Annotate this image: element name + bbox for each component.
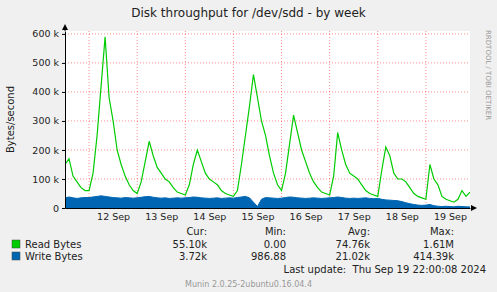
x-tick-label: 18 Sep (386, 211, 419, 222)
y-tick: 200 k (32, 145, 65, 156)
legend-entry: Write Bytes (25, 251, 83, 262)
grid (65, 31, 470, 208)
x-tick: 12 Sep (97, 208, 130, 222)
x-tick: 18 Sep (386, 208, 419, 222)
legend: Cur: Min: Avg: Max: Read Bytes 55.10k 0.00 74.7… (12, 226, 454, 262)
grid-line-y (65, 33, 470, 34)
grid-line-y (65, 120, 470, 121)
legend-stat: 0.00 (264, 239, 286, 250)
y-tick-label: 600 k (32, 28, 59, 39)
legend-stat: 74.76k (336, 239, 371, 250)
y-axis: 0 100 k 200 k 300 k 400 k 500 k 600 k (32, 28, 65, 213)
x-axis: 12 Sep 13 Sep 14 Sep 15 Sep 16 Sep 17 Sep 18 S… (66, 208, 471, 222)
y-tick: 600 k (32, 28, 65, 39)
grid-line-x (185, 31, 186, 208)
y-tick-label: 300 k (32, 115, 59, 126)
y-tick-mark (62, 63, 65, 64)
x-axis-line (66, 208, 471, 209)
grid-line-y (65, 149, 470, 150)
x-tick-label: 14 Sep (193, 211, 226, 222)
series-line (65, 37, 470, 202)
x-tick: 15 Sep (241, 208, 274, 222)
legend-stat: 414.39k (413, 251, 454, 262)
grid-line-y (65, 91, 470, 92)
grid-line-x (137, 31, 138, 208)
y-tick-mark (62, 92, 65, 93)
legend-stat: 1.61M (423, 239, 454, 250)
legend-stat: 3.72k (179, 251, 207, 262)
legend-entry: Read Bytes (25, 239, 81, 250)
grid-line-x (89, 31, 90, 208)
y-axis-line (65, 32, 66, 209)
chart: 0 100 k 200 k 300 k 400 k 500 k 600 k 12 Sep 13 … (0, 0, 497, 292)
legend-stat: 55.10k (173, 239, 208, 250)
y-tick: 300 k (32, 115, 65, 126)
legend-header: Max: (430, 226, 454, 237)
legend-header: Avg: (348, 226, 370, 237)
grid-line-x (233, 31, 234, 208)
y-tick: 100 k (32, 174, 65, 185)
y-tick: 400 k (32, 86, 65, 97)
x-tick: 19 Sep (434, 208, 467, 222)
x-tick-label: 17 Sep (338, 211, 371, 222)
legend-header: Min: (265, 226, 286, 237)
plot-marks (65, 37, 470, 208)
legend-stat: 986.88 (251, 251, 286, 262)
y-tick-label: 400 k (32, 86, 59, 97)
y-tick: 0 (53, 203, 65, 214)
y-tick-label: 500 k (32, 57, 59, 68)
grid-line-y (65, 62, 470, 63)
title: Disk throughput for /dev/sdd - by week (131, 6, 366, 20)
grid-line-x (425, 31, 426, 208)
y-axis-arrow-stem (65, 29, 66, 31)
x-tick-label: 12 Sep (97, 211, 130, 222)
y-tick-mark (62, 150, 65, 151)
footer: Last update: Thu Sep 19 22:00:08 2024 (284, 264, 486, 275)
grid-line-x (281, 31, 282, 208)
legend-swatch (12, 240, 20, 248)
y-axis-title: Bytes/second (5, 86, 16, 153)
x-axis-arrow (471, 205, 477, 211)
y-tick-mark (62, 121, 65, 122)
series-area (65, 196, 470, 208)
y-tick-label: 200 k (32, 145, 59, 156)
watermark: RRDTOOL / TOBI OETIKER (484, 30, 492, 120)
plot-background (65, 31, 470, 208)
y-tick-label: 100 k (32, 174, 59, 185)
y-axis-arrow (62, 24, 68, 30)
y-tick-label: 0 (53, 203, 59, 214)
x-tick-label: 13 Sep (145, 211, 178, 222)
y-tick-mark (62, 34, 65, 35)
x-tick-label: 19 Sep (434, 211, 467, 222)
x-tick-label: 16 Sep (290, 211, 323, 222)
legend-header: Cur: (186, 226, 207, 237)
x-tick: 13 Sep (145, 208, 178, 222)
grid-line-x (329, 31, 330, 208)
y-tick: 500 k (32, 57, 65, 68)
y-tick-mark (62, 208, 65, 209)
grid-line-x (377, 31, 378, 208)
x-tick: 14 Sep (193, 208, 226, 222)
y-tick-mark (62, 179, 65, 180)
legend-swatch (12, 252, 20, 260)
credit: Munin 2.0.25-2ubuntu0.16.04.4 (185, 280, 312, 289)
legend-stat: 21.02k (336, 251, 371, 262)
x-tick: 17 Sep (338, 208, 371, 222)
x-tick: 16 Sep (290, 208, 323, 222)
x-tick-label: 15 Sep (241, 211, 274, 222)
